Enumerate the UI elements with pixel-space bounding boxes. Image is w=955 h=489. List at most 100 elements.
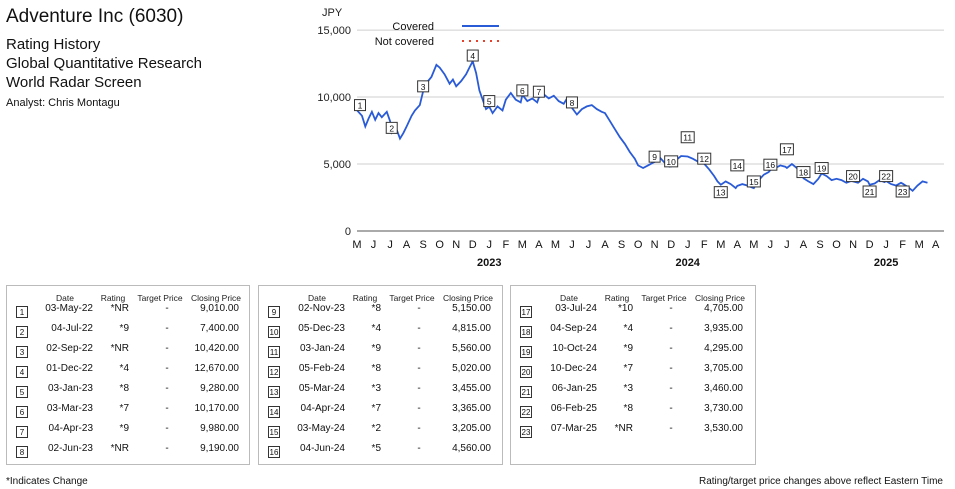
row-target-price: - [669,423,673,434]
annotation-box [895,185,910,198]
year-label: 2023 [477,257,501,269]
table-row: 17 03-Jul-24 *10 - 4,705.00 [511,303,755,323]
row-number-box: 3 [16,346,28,358]
annotation-box [680,131,695,144]
header-closing-price: Closing Price [442,293,494,303]
x-tick-label: S [618,239,625,251]
row-closing-price: 4,815.00 [452,323,491,334]
row-date: 03-Jan-23 [47,383,93,394]
year-label: 2025 [874,257,898,269]
row-date: 06-Jan-25 [551,383,597,394]
row-number-box: 19 [520,346,532,358]
row-target-price: - [165,323,169,334]
row-target-price: - [417,363,421,374]
header-rating: Rating [100,293,126,303]
header-closing-price: Closing Price [694,293,746,303]
table-row: 11 03-Jan-24 *9 - 5,560.00 [259,343,502,363]
header-closing-price: Closing Price [190,293,242,303]
row-date: 03-Mar-23 [46,403,93,414]
table-row: 1 03-May-22 *NR - 9,010.00 [7,303,249,323]
annotation-box [763,158,778,171]
x-tick-label: J [883,239,889,251]
row-closing-price: 9,980.00 [200,423,239,434]
footnote-change: *Indicates Change [6,476,88,487]
row-closing-price: 4,560.00 [452,443,491,454]
x-tick-label: A [734,239,742,251]
x-tick-label: N [849,239,857,251]
annotation-number: 16 [766,160,776,170]
table-row: 3 02-Sep-22 *NR - 10,420.00 [7,343,249,363]
row-number-box: 23 [520,426,532,438]
row-closing-price: 5,560.00 [452,343,491,354]
x-tick-label: J [387,239,393,251]
y-tick-label: 0 [345,226,351,238]
x-tick-label: D [667,239,675,251]
y-tick-label: 5,000 [323,159,351,171]
annotation-number: 11 [683,133,692,143]
row-closing-price: 3,460.00 [704,383,743,394]
row-number-box: 1 [16,306,28,318]
row-target-price: - [669,363,673,374]
table-row: 15 03-May-24 *2 - 3,205.00 [259,423,502,443]
x-tick-label: F [899,239,906,251]
row-date: 01-Dec-22 [46,363,93,374]
x-tick-label: J [685,239,691,251]
row-target-price: - [417,423,421,434]
footnote-timezone: Rating/target price changes above reflec… [698,476,943,487]
annotation-number: 13 [716,188,726,198]
row-closing-price: 9,280.00 [200,383,239,394]
annotation-box [417,80,430,93]
annotation-number: 5 [487,97,492,107]
annotation-box [532,85,545,98]
row-target-price: - [165,363,169,374]
annotation-number: 3 [421,82,426,92]
row-date: 03-May-24 [297,423,345,434]
row-closing-price: 9,010.00 [200,303,239,314]
row-rating: *7 [371,403,381,414]
annotation-number: 7 [537,87,542,97]
row-number-box: 4 [16,366,28,378]
annotation-box [483,95,496,108]
annotation-box [664,155,679,168]
y-axis-label: JPY [322,7,343,19]
row-number-box: 22 [520,406,532,418]
annotation-number: 21 [865,187,875,197]
row-closing-price: 4,295.00 [704,343,743,354]
header-date: Date [308,293,326,303]
row-rating: *7 [119,403,129,414]
annotation-number: 2 [389,123,394,133]
row-rating: *9 [371,343,381,354]
x-tick-label: D [469,239,477,251]
x-tick-label: J [784,239,790,251]
table-row: 12 05-Feb-24 *8 - 5,020.00 [259,363,502,383]
x-tick-label: J [487,239,493,251]
x-tick-label: S [816,239,823,251]
row-closing-price: 10,170.00 [194,403,240,414]
annotation-box [730,159,745,172]
table-row: 7 04-Apr-23 *9 - 9,980.00 [7,423,249,443]
x-tick-label: F [701,239,708,251]
row-target-price: - [417,323,421,334]
annotation-box [796,166,811,179]
row-target-price: - [669,383,673,394]
x-tick-label: J [569,239,575,251]
annotation-box [385,121,398,134]
x-tick-label: M [518,239,527,251]
row-number-box: 10 [268,326,280,338]
row-target-price: - [165,443,169,454]
row-number-box: 18 [520,326,532,338]
row-rating: *9 [119,323,129,334]
x-tick-label: M [716,239,725,251]
row-target-price: - [165,423,169,434]
rating-table-panel-1: Date Rating Target Price Closing Price 1 03-M… [6,285,250,465]
row-target-price: - [165,303,169,314]
header-rating: Rating [352,293,378,303]
annotation-number: 17 [782,145,792,155]
row-number-box: 21 [520,386,532,398]
row-number-box: 15 [268,426,280,438]
table-row: 23 07-Mar-25 *NR - 3,530.00 [511,423,755,443]
row-target-price: - [417,443,421,454]
annotation-box [713,186,728,199]
x-tick-label: M [551,239,560,251]
table-row: 14 04-Apr-24 *7 - 3,365.00 [259,403,502,423]
